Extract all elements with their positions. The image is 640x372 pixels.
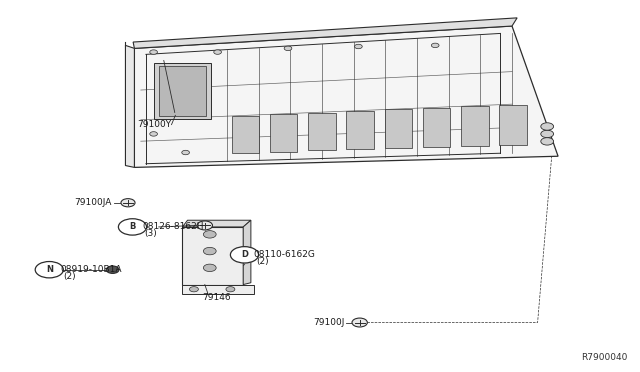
Circle shape bbox=[204, 247, 216, 255]
Circle shape bbox=[541, 130, 554, 138]
Circle shape bbox=[204, 231, 216, 238]
Circle shape bbox=[352, 318, 367, 327]
Text: 08126-8162H: 08126-8162H bbox=[142, 222, 204, 231]
Text: (2): (2) bbox=[63, 272, 76, 280]
Polygon shape bbox=[182, 220, 251, 227]
Polygon shape bbox=[423, 108, 451, 147]
Polygon shape bbox=[125, 45, 134, 167]
Polygon shape bbox=[346, 111, 374, 149]
Circle shape bbox=[541, 123, 554, 130]
Polygon shape bbox=[385, 109, 412, 148]
Text: (2): (2) bbox=[256, 257, 269, 266]
Polygon shape bbox=[182, 227, 243, 285]
Circle shape bbox=[35, 262, 63, 278]
Text: 08110-6162G: 08110-6162G bbox=[253, 250, 316, 259]
Circle shape bbox=[189, 286, 198, 292]
Circle shape bbox=[204, 264, 216, 272]
Circle shape bbox=[106, 266, 119, 273]
Polygon shape bbox=[270, 114, 298, 152]
Polygon shape bbox=[182, 285, 254, 294]
Polygon shape bbox=[308, 113, 336, 151]
Circle shape bbox=[355, 44, 362, 49]
Text: 08919-10B1A: 08919-10B1A bbox=[61, 265, 122, 274]
Text: (3): (3) bbox=[145, 229, 157, 238]
Polygon shape bbox=[499, 105, 527, 145]
Circle shape bbox=[150, 132, 157, 136]
Circle shape bbox=[121, 199, 135, 207]
Text: 79100J: 79100J bbox=[313, 318, 344, 327]
Circle shape bbox=[182, 150, 189, 155]
Polygon shape bbox=[243, 220, 251, 285]
Polygon shape bbox=[134, 26, 558, 167]
Circle shape bbox=[284, 46, 292, 51]
Circle shape bbox=[431, 43, 439, 48]
Circle shape bbox=[242, 249, 257, 258]
Text: 79100JA: 79100JA bbox=[75, 198, 112, 207]
Text: R7900040: R7900040 bbox=[581, 353, 627, 362]
Text: 79100Y: 79100Y bbox=[138, 120, 172, 129]
Text: B: B bbox=[129, 222, 136, 231]
Polygon shape bbox=[159, 66, 206, 116]
Text: N: N bbox=[46, 265, 52, 274]
Circle shape bbox=[230, 247, 259, 263]
Polygon shape bbox=[461, 106, 489, 146]
Text: 79146: 79146 bbox=[202, 293, 230, 302]
Polygon shape bbox=[232, 116, 259, 153]
Circle shape bbox=[150, 50, 157, 54]
Text: D: D bbox=[241, 250, 248, 259]
Polygon shape bbox=[154, 63, 211, 119]
Circle shape bbox=[214, 50, 221, 54]
Circle shape bbox=[541, 138, 554, 145]
Circle shape bbox=[226, 286, 235, 292]
Circle shape bbox=[118, 219, 147, 235]
Circle shape bbox=[197, 221, 212, 230]
Polygon shape bbox=[133, 18, 517, 48]
